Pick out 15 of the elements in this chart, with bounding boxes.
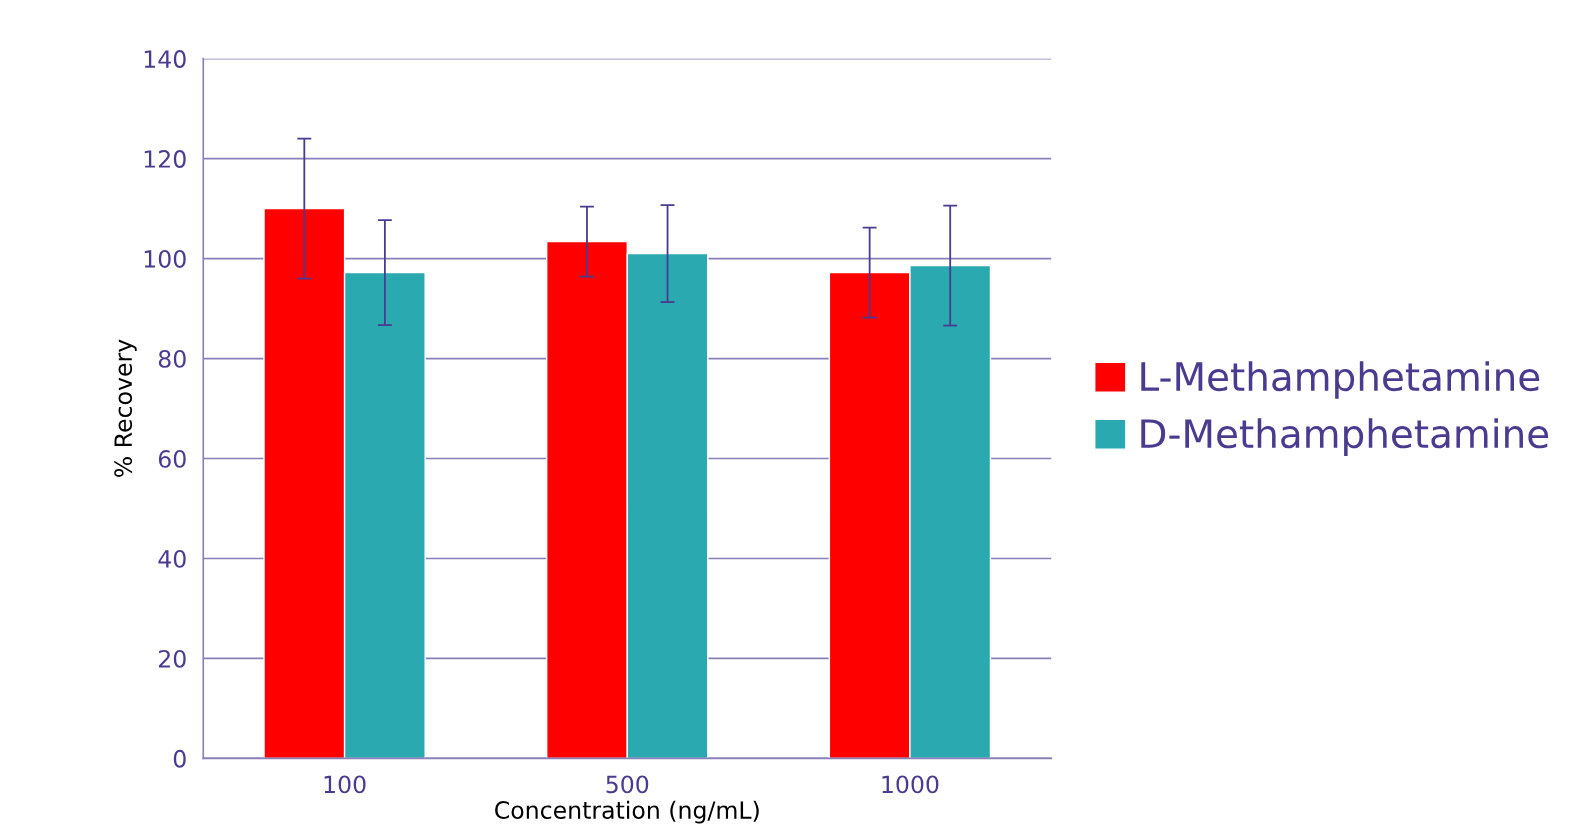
x-tick-label: 1000	[882, 775, 939, 794]
y-tick-label: 140	[144, 50, 186, 68]
x-axis-title: Concentration (ng/mL)	[495, 800, 759, 824]
y-tick-label: 20	[158, 649, 186, 668]
y-tick-label: 120	[144, 150, 186, 168]
y-tick-label: 80	[158, 349, 186, 368]
legend-label: L-Methamphetamine	[1141, 361, 1540, 399]
y-tick-label: 0	[173, 749, 186, 768]
x-tick-label: 100	[324, 775, 366, 794]
y-tick-label: 40	[158, 549, 186, 568]
legend-label: D-Methamphetamine	[1141, 418, 1549, 456]
y-tick-label: 100	[144, 250, 186, 268]
y-axis-title: % Recovery	[114, 339, 137, 477]
x-tick-label: 500	[606, 775, 649, 794]
y-tick-label: 60	[158, 449, 186, 468]
